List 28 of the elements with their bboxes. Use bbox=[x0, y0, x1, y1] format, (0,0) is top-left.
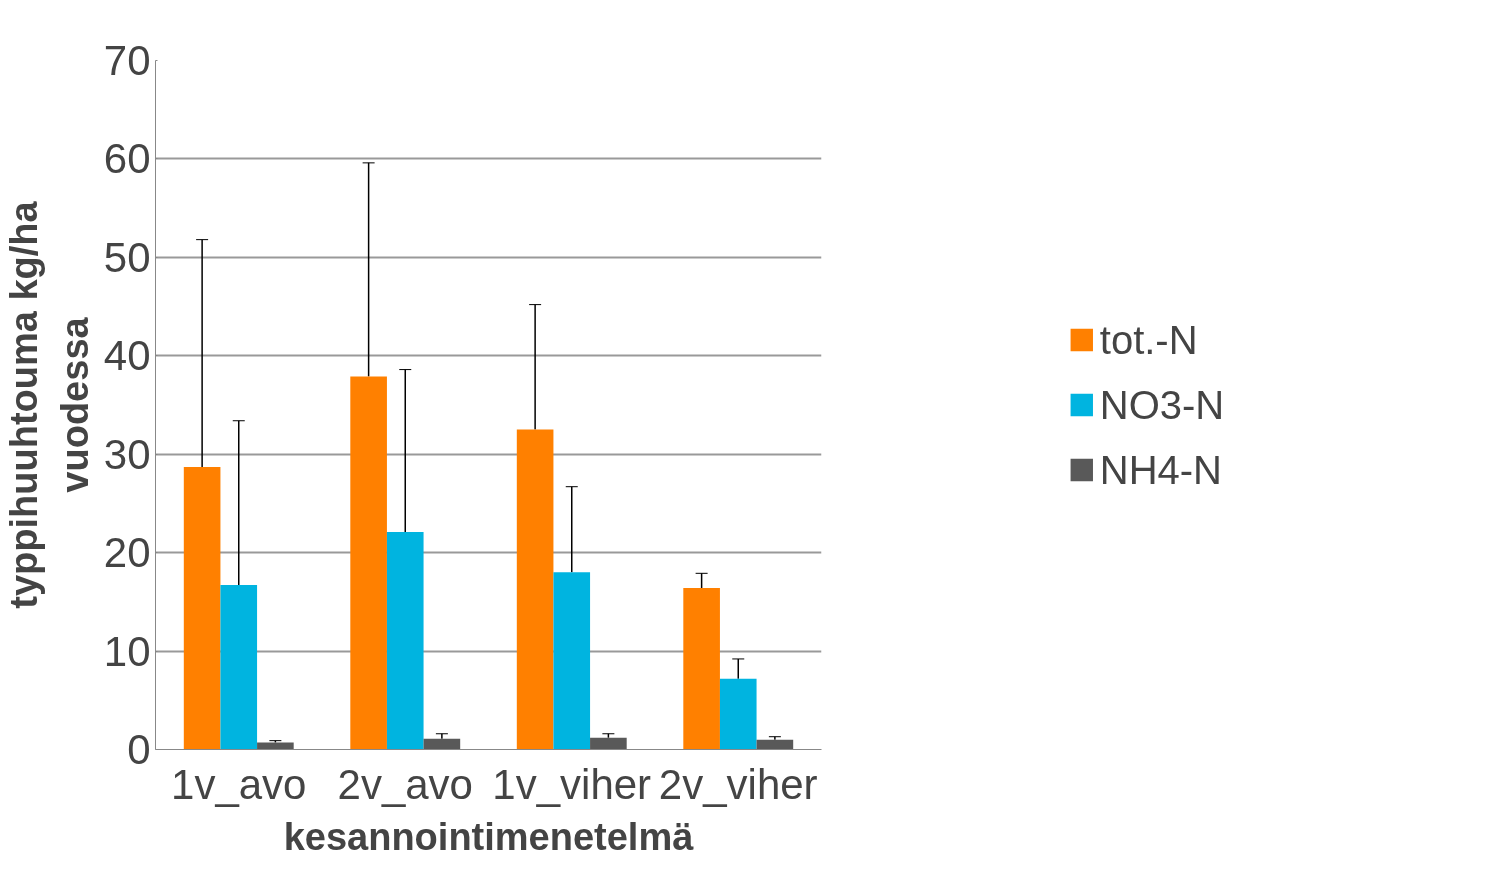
bar bbox=[350, 376, 387, 750]
x-tick-label: 2v_viher bbox=[658, 760, 818, 808]
bar bbox=[386, 531, 424, 750]
y-tick-label: 30 bbox=[103, 430, 151, 478]
bar bbox=[423, 738, 461, 750]
x-tick-label: 1v_viher bbox=[492, 760, 652, 808]
x-tick-label: 1v_avo bbox=[171, 760, 307, 808]
bar bbox=[719, 678, 757, 750]
y-tick-label: 50 bbox=[103, 233, 151, 281]
y-tick-label: 10 bbox=[103, 627, 151, 675]
legend-label: NH4-N bbox=[1099, 447, 1223, 492]
legend-label: NO3-N bbox=[1099, 382, 1225, 427]
bar bbox=[590, 737, 627, 750]
bar bbox=[183, 467, 221, 750]
bar bbox=[553, 572, 591, 750]
x-axis-title: kesannointimenetelmä bbox=[283, 815, 695, 858]
y-tick-label: 70 bbox=[103, 37, 151, 84]
bar bbox=[220, 585, 258, 750]
bar bbox=[683, 588, 720, 750]
bar bbox=[756, 739, 794, 750]
y-tick-label: 60 bbox=[103, 135, 151, 183]
y-axis-title: typpihuuhtouma kg/ha vuodessa bbox=[3, 200, 96, 609]
x-tick-label: 2v_avo bbox=[337, 760, 473, 808]
bar bbox=[516, 429, 554, 750]
y-tick-label: 20 bbox=[103, 529, 151, 577]
legend-label: tot.-N bbox=[1099, 317, 1199, 362]
y-tick-label: 40 bbox=[103, 332, 151, 380]
y-tick-label: 0 bbox=[127, 726, 151, 773]
